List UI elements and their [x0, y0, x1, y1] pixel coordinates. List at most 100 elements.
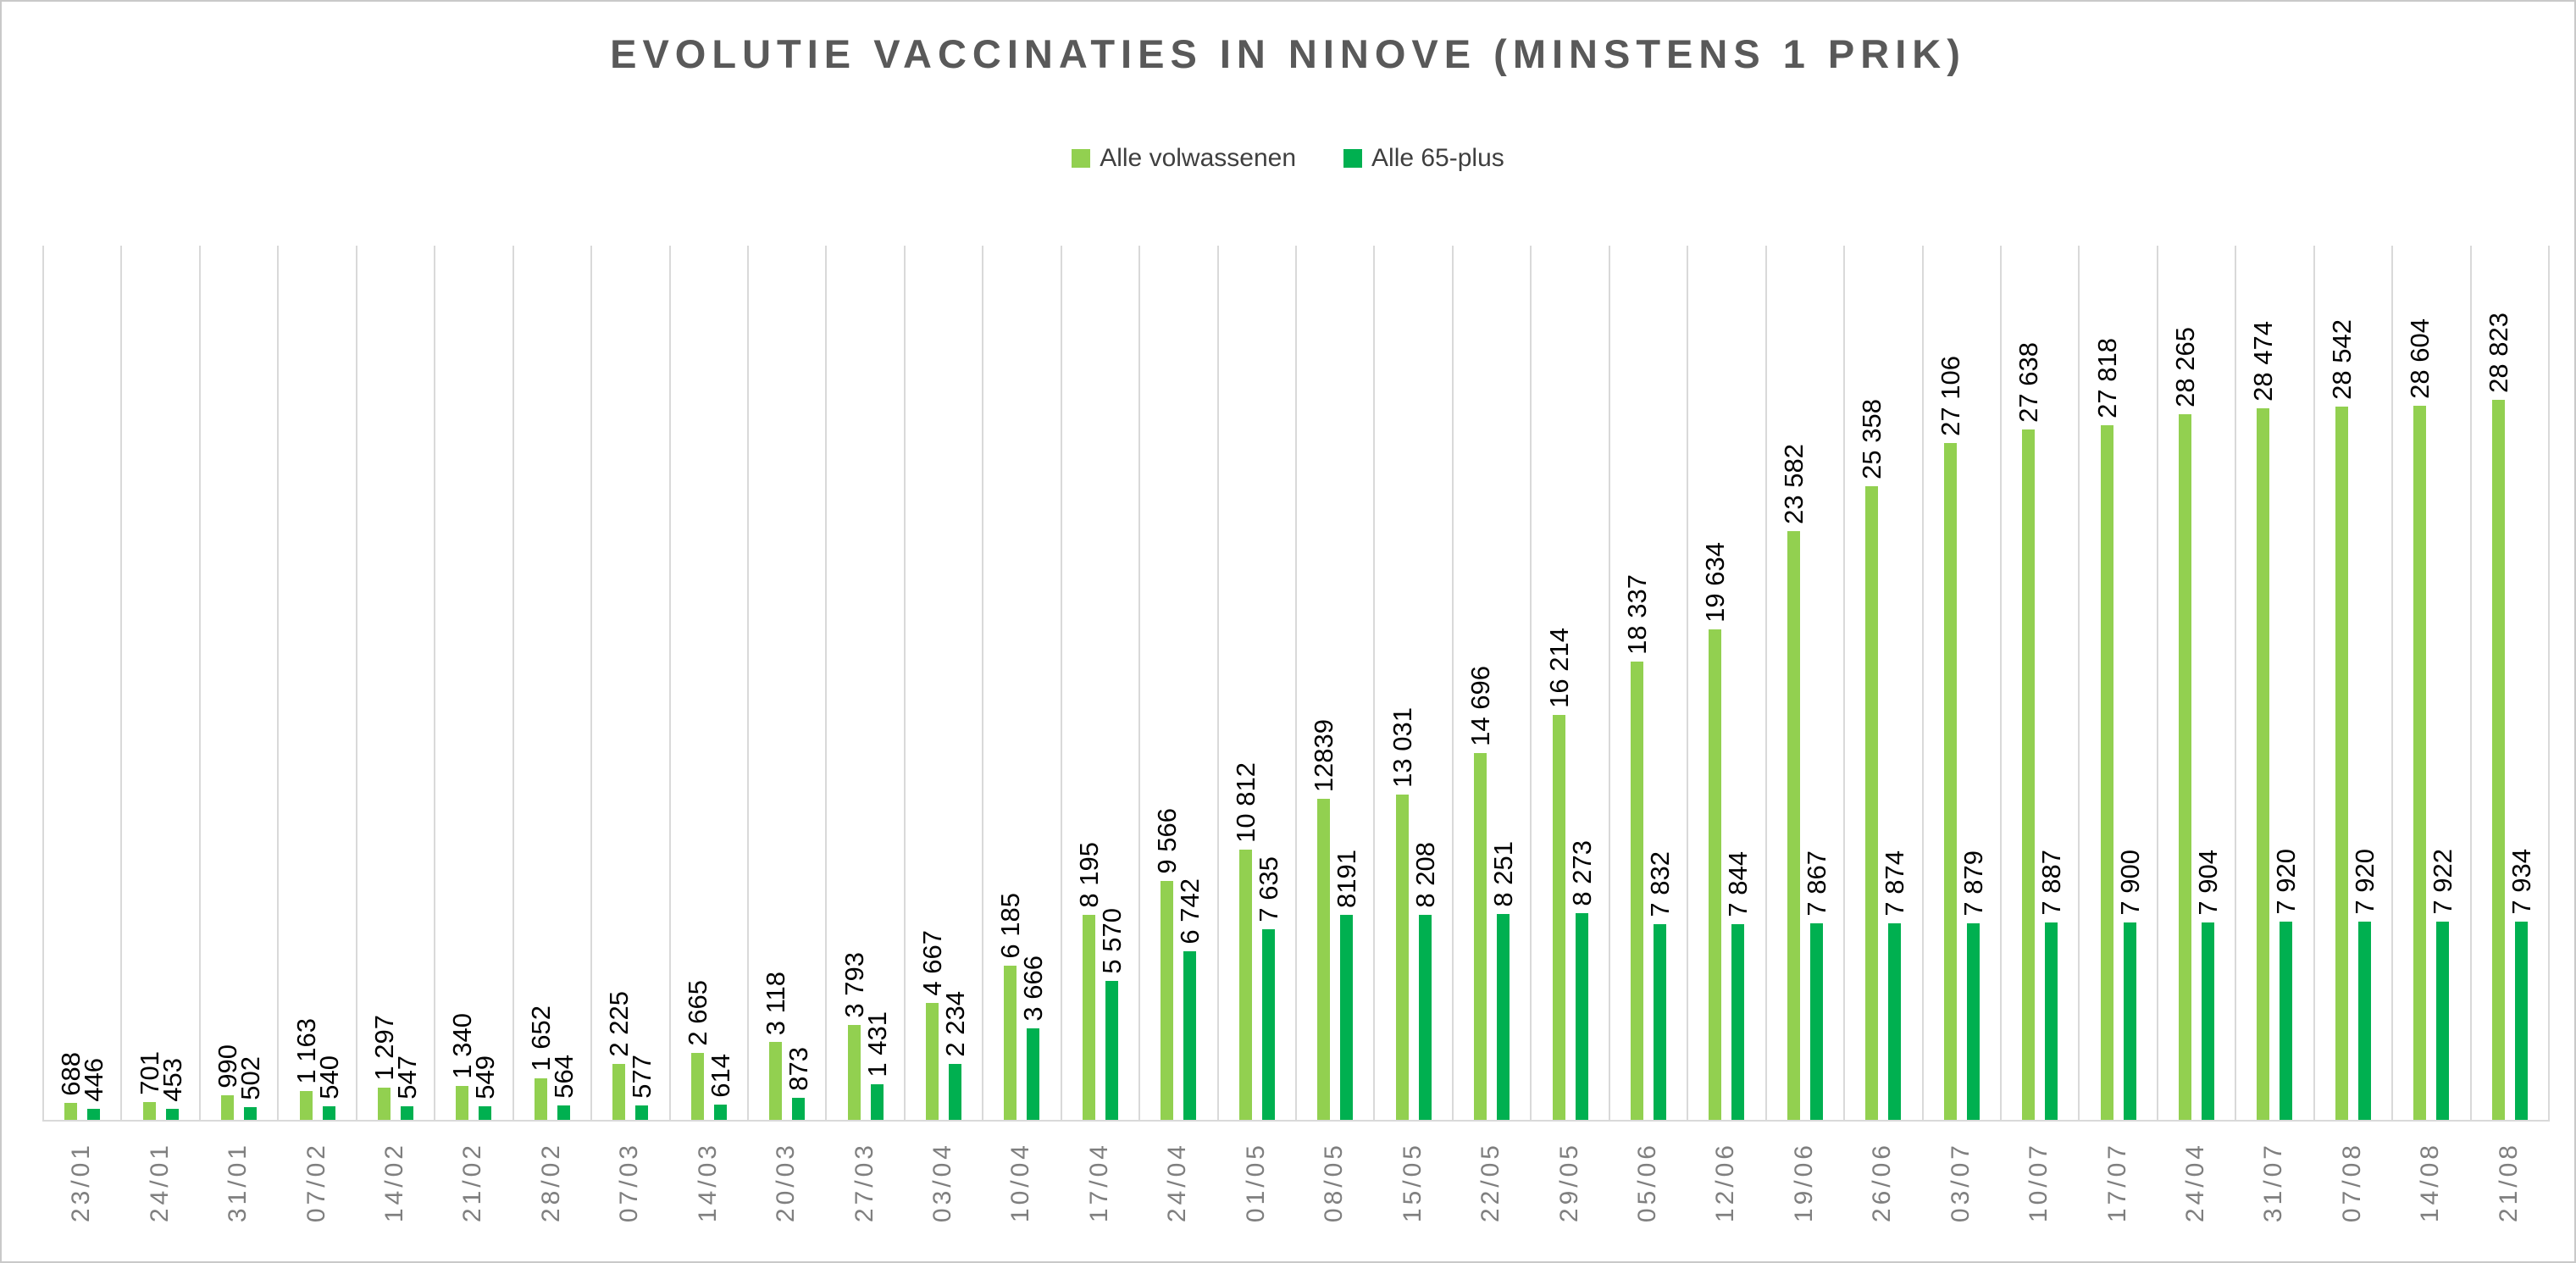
x-axis-label: 14/08	[2416, 1142, 2445, 1223]
x-axis-label: 19/06	[1789, 1142, 1818, 1223]
value-label-alle-65plus: 2 234	[940, 991, 971, 1057]
bar-alle-volwassenen	[847, 1025, 861, 1120]
value-label-alle-65plus: 7 920	[2349, 849, 2379, 915]
bar-alle-65plus	[2202, 922, 2215, 1120]
value-label-alle-65plus: 7 900	[2114, 850, 2145, 916]
category-cluster: 18 337 7 832	[1610, 246, 1689, 1120]
x-axis-cell: 10/07	[2000, 1132, 2078, 1259]
bar-alle-volwassenen	[377, 1088, 391, 1120]
value-label-alle-volwassenen: 13 031	[1387, 707, 1417, 788]
bar-alle-65plus	[1261, 929, 1275, 1120]
bar-alle-volwassenen	[1395, 795, 1409, 1120]
category-cluster: 3 118 873	[749, 246, 828, 1120]
x-axis-label: 21/02	[458, 1142, 487, 1223]
category-cluster: 28 604 7 922	[2393, 246, 2472, 1120]
category-cluster: 1 652 564	[514, 246, 593, 1120]
category-cluster: 10 812 7 635	[1219, 246, 1297, 1120]
value-label-alle-65plus: 7 887	[2036, 850, 2067, 916]
bar-alle-volwassenen	[1865, 486, 1879, 1120]
x-axis-cell: 05/06	[1609, 1132, 1687, 1259]
legend-label-alle-volwassenen: Alle volwassenen	[1100, 144, 1297, 172]
value-label-alle-volwassenen: 3 793	[839, 952, 869, 1018]
bar-alle-volwassenen	[2257, 408, 2270, 1120]
value-label-alle-65plus: 873	[784, 1047, 814, 1091]
category-cluster: 701 453	[122, 246, 201, 1120]
legend-label-alle-65plus: Alle 65-plus	[1371, 144, 1504, 172]
x-axis-label: 28/02	[536, 1142, 565, 1223]
category-cluster: 13 031 8 208	[1375, 246, 1454, 1120]
bar-alle-65plus	[635, 1105, 649, 1120]
value-label-alle-65plus: 577	[627, 1055, 657, 1099]
category-cluster: 28 474 7 920	[2236, 246, 2315, 1120]
value-label-alle-65plus: 446	[79, 1058, 109, 1102]
x-axis-label: 29/05	[1554, 1142, 1583, 1223]
category-cluster: 23 582 7 867	[1767, 246, 1846, 1120]
value-label-alle-volwassenen: 27 818	[2091, 338, 2122, 418]
bar-alle-volwassenen	[1709, 629, 1722, 1120]
bar-alle-65plus	[713, 1105, 727, 1120]
value-label-alle-volwassenen: 28 474	[2248, 321, 2279, 402]
bar-alle-65plus	[322, 1106, 335, 1120]
x-axis-label: 10/04	[1006, 1142, 1035, 1223]
bar-alle-65plus	[2436, 922, 2450, 1120]
value-label-alle-65plus: 7 874	[1880, 850, 1910, 917]
x-axis-cell: 07/03	[590, 1132, 668, 1259]
bar-alle-65plus	[792, 1098, 806, 1120]
category-cluster: 14 696 8 251	[1454, 246, 1532, 1120]
value-label-alle-65plus: 7 832	[1644, 851, 1675, 917]
bar-alle-volwassenen	[1004, 966, 1017, 1120]
x-axis-cell: 24/01	[120, 1132, 198, 1259]
category-cluster: 28 542 7 920	[2315, 246, 2394, 1120]
x-axis-label: 24/04	[2181, 1142, 2210, 1223]
x-axis-label: 17/04	[1084, 1142, 1113, 1223]
bar-alle-volwassenen	[1317, 799, 1331, 1120]
plot-area: 688 446 701 453 990 502 1 163 540 1 297 547 1 340 5…	[42, 246, 2550, 1122]
bar-alle-65plus	[1809, 923, 1823, 1120]
value-label-alle-volwassenen: 16 214	[1543, 628, 1574, 708]
value-label-alle-volwassenen: 2 665	[682, 980, 712, 1046]
value-label-alle-65plus: 6 742	[1175, 878, 1205, 944]
x-axis-cell: 23/01	[42, 1132, 120, 1259]
category-cluster: 3 793 1 431	[827, 246, 906, 1120]
value-label-alle-65plus: 7 844	[1723, 851, 1753, 917]
x-axis-label: 27/03	[850, 1142, 878, 1223]
x-axis-cell: 31/07	[2235, 1132, 2313, 1259]
x-axis-label: 22/05	[1476, 1142, 1505, 1223]
bar-alle-volwassenen	[1238, 850, 1252, 1120]
x-axis-cell: 27/03	[825, 1132, 903, 1259]
x-axis-label: 26/06	[1868, 1142, 1897, 1223]
x-axis-label: 03/04	[928, 1142, 957, 1223]
x-axis-cell: 10/04	[982, 1132, 1060, 1259]
value-label-alle-volwassenen: 27 638	[2014, 342, 2044, 423]
x-axis-cell: 24/04	[2157, 1132, 2235, 1259]
category-cluster: 1 297 547	[357, 246, 436, 1120]
category-cluster: 28 265 7 904	[2158, 246, 2237, 1120]
x-axis-label: 17/07	[2102, 1142, 2131, 1223]
value-label-alle-65plus: 8 208	[1410, 842, 1440, 908]
x-axis-cell: 15/05	[1373, 1132, 1451, 1259]
value-label-alle-volwassenen: 28 265	[2170, 327, 2201, 407]
x-axis-label: 12/06	[1711, 1142, 1740, 1223]
value-label-alle-65plus: 547	[391, 1055, 422, 1100]
x-axis-label: 01/05	[1241, 1142, 1270, 1223]
value-label-alle-volwassenen: 23 582	[1778, 444, 1809, 524]
category-cluster: 688 446	[44, 246, 123, 1120]
x-axis-cell: 07/02	[277, 1132, 355, 1259]
bar-alle-65plus	[1731, 924, 1745, 1120]
bar-alle-volwassenen	[64, 1103, 78, 1120]
bar-alle-65plus	[244, 1107, 258, 1120]
bar-alle-volwassenen	[1474, 753, 1487, 1120]
bar-alle-65plus	[1653, 924, 1666, 1120]
category-cluster: 28 823 7 934	[2472, 246, 2550, 1120]
category-cluster: 27 818 7 900	[2080, 246, 2158, 1120]
x-axis-label: 03/07	[1946, 1142, 1975, 1223]
category-cluster: 12839 8191	[1297, 246, 1376, 1120]
bar-alle-65plus	[1497, 914, 1510, 1120]
x-axis-cell: 22/05	[1452, 1132, 1530, 1259]
bar-alle-volwassenen	[612, 1064, 626, 1120]
x-axis: 23/01 24/01 31/01 07/02 14/02 21/02 28/02 07/03…	[42, 1132, 2548, 1259]
x-axis-label: 31/07	[2259, 1142, 2288, 1223]
value-label-alle-65plus: 8191	[1332, 850, 1362, 908]
category-cluster: 6 185 3 666	[983, 246, 1062, 1120]
category-cluster: 2 225 577	[592, 246, 671, 1120]
